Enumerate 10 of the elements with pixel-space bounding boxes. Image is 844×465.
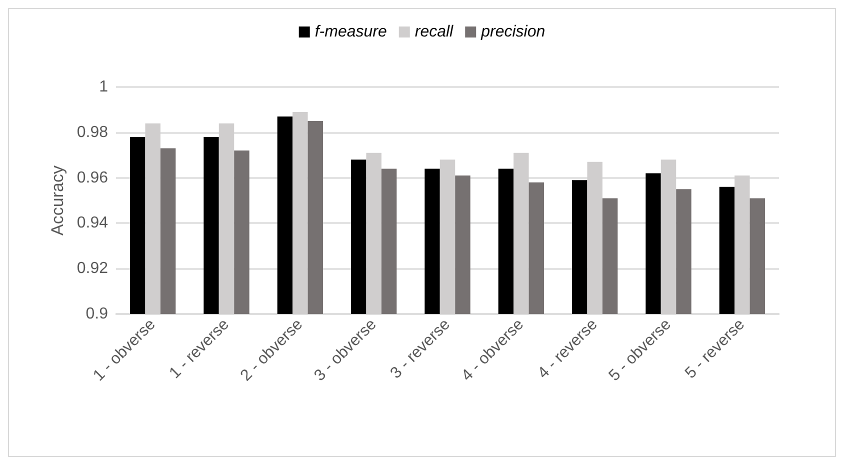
y-axis-title: Accuracy [48, 165, 67, 236]
y-tick-label: 1 [99, 78, 108, 96]
y-tick-label: 0.92 [76, 260, 108, 278]
legend-label: recall [414, 24, 454, 40]
y-tick-label: 0.9 [86, 306, 108, 322]
y-tick-label: 0.98 [76, 124, 108, 141]
y-tick-label: 0.94 [76, 214, 108, 232]
legend-label: precision [480, 24, 546, 40]
legend-label: f-measure [314, 24, 387, 40]
y-tick-label: 0.96 [76, 169, 108, 186]
